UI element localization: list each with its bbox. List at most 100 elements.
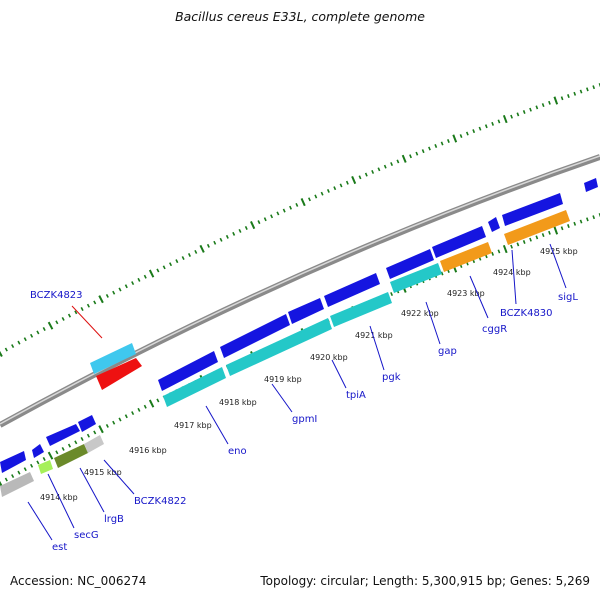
tick-label: 4918 kbp	[219, 398, 257, 407]
tick-mark	[390, 162, 394, 167]
tick-mark	[257, 220, 261, 225]
tick-mark	[579, 219, 583, 224]
leader-line	[511, 249, 517, 305]
tick-mark	[156, 398, 160, 403]
tick-mark	[11, 474, 15, 479]
tick-mark	[586, 217, 589, 222]
tick-mark	[459, 134, 463, 138]
tick-mark	[11, 344, 15, 349]
tick-mark	[548, 230, 551, 235]
gene-feature[interactable]	[84, 435, 104, 453]
gene-label-eno[interactable]: eno	[228, 446, 247, 457]
tick-label-group: 4914 kbp 4915 kbp 4916 kbp 4917 kbp 4918…	[40, 247, 578, 502]
cds-feature[interactable]	[324, 273, 380, 307]
cds-feature[interactable]	[502, 193, 563, 226]
tick-mark	[105, 293, 109, 298]
tick-mark	[118, 287, 122, 292]
gene-feature[interactable]	[390, 263, 442, 293]
tick-mark	[169, 262, 173, 267]
tick-mark	[80, 307, 84, 311]
gene-label-lrgB[interactable]: lrgB	[104, 514, 124, 525]
gene-feature[interactable]	[38, 460, 53, 474]
tick-mark	[358, 175, 362, 180]
tick-mark	[300, 198, 306, 207]
leader-line	[271, 383, 293, 413]
gene-label-group: est secG lrgB BCZK4822 eno gpmI tpiA pgk…	[30, 290, 578, 553]
tick-mark	[314, 194, 318, 199]
cds-feature[interactable]	[288, 298, 324, 324]
tick-mark	[351, 175, 357, 185]
leader-line	[79, 467, 105, 513]
gene-label-est[interactable]: est	[52, 542, 67, 553]
gene-feature[interactable]	[0, 472, 34, 497]
tick-mark	[502, 114, 508, 124]
tick-mark	[409, 154, 412, 159]
cds-feature[interactable]	[32, 444, 44, 458]
leader-line	[425, 301, 441, 345]
tick-label: 4915 kbp	[84, 468, 122, 477]
tick-mark	[244, 226, 248, 230]
cds-feature[interactable]	[386, 249, 434, 279]
gene-feature[interactable]	[163, 367, 226, 407]
tick-mark	[535, 105, 539, 110]
gene-feature[interactable]	[90, 343, 136, 374]
tick-mark	[415, 151, 419, 156]
tick-mark	[219, 237, 223, 242]
gene-label-tpiA[interactable]: tpiA	[346, 390, 366, 401]
tick-label: 4925 kbp	[540, 247, 578, 256]
tick-mark	[421, 149, 425, 154]
cds-feature[interactable]	[488, 217, 500, 232]
gene-label-gpmI[interactable]: gpmI	[292, 414, 317, 425]
gene-label-secG[interactable]: secG	[74, 530, 99, 541]
gene-feature[interactable]	[504, 210, 570, 245]
tick-mark	[74, 310, 78, 315]
gene-feature[interactable]	[440, 242, 492, 272]
gene-label-pgk[interactable]: pgk	[382, 372, 401, 383]
genome-backbone-highlight	[0, 155, 600, 425]
tick-label: 4921 kbp	[355, 331, 393, 340]
tick-mark	[4, 347, 8, 352]
tick-mark	[4, 477, 8, 482]
gene-label-gap[interactable]: gap	[438, 346, 457, 357]
tick-mark	[295, 202, 299, 207]
gene-label-cggR[interactable]: cggR	[482, 324, 507, 335]
leader-line	[469, 275, 489, 319]
leader-line	[47, 473, 75, 529]
genome-summary: Topology: circular; Length: 5,300,915 bp…	[260, 574, 590, 588]
tick-mark	[47, 451, 54, 460]
tick-mark	[560, 96, 564, 101]
tick-mark	[510, 244, 513, 249]
gene-label-BCZK4830[interactable]: BCZK4830	[500, 308, 553, 319]
gene-label-BCZK4823[interactable]: BCZK4823	[30, 290, 83, 301]
tick-mark	[452, 134, 458, 143]
tick-mark	[93, 430, 97, 435]
tick-mark	[194, 249, 198, 254]
tick-mark	[42, 327, 46, 331]
cds-feature[interactable]	[220, 314, 290, 358]
cds-feature[interactable]	[0, 451, 26, 473]
tick-mark	[497, 249, 501, 254]
tick-mark	[428, 146, 431, 151]
cds-feature[interactable]	[78, 415, 96, 432]
tick-mark	[465, 131, 469, 136]
gene-feature[interactable]	[330, 292, 392, 327]
tick-mark	[573, 91, 577, 96]
tick-mark	[270, 214, 274, 219]
tick-mark	[478, 126, 482, 131]
tick-mark	[0, 480, 3, 487]
cds-feature[interactable]	[158, 351, 218, 391]
tick-mark	[586, 87, 589, 92]
cds-feature[interactable]	[46, 424, 80, 446]
cds-feature[interactable]	[584, 178, 598, 192]
gene-feature[interactable]	[96, 358, 142, 390]
tick-mark	[86, 433, 90, 438]
tick-mark	[516, 112, 520, 117]
tick-mark	[67, 443, 72, 448]
gene-leader-lines	[27, 243, 567, 541]
gene-label-sigL[interactable]: sigL	[558, 292, 578, 303]
gene-label-BCZK4822[interactable]: BCZK4822	[134, 496, 187, 507]
cds-feature[interactable]	[432, 226, 486, 258]
gene-feature[interactable]	[226, 318, 332, 376]
gene-feature[interactable]	[54, 444, 88, 468]
